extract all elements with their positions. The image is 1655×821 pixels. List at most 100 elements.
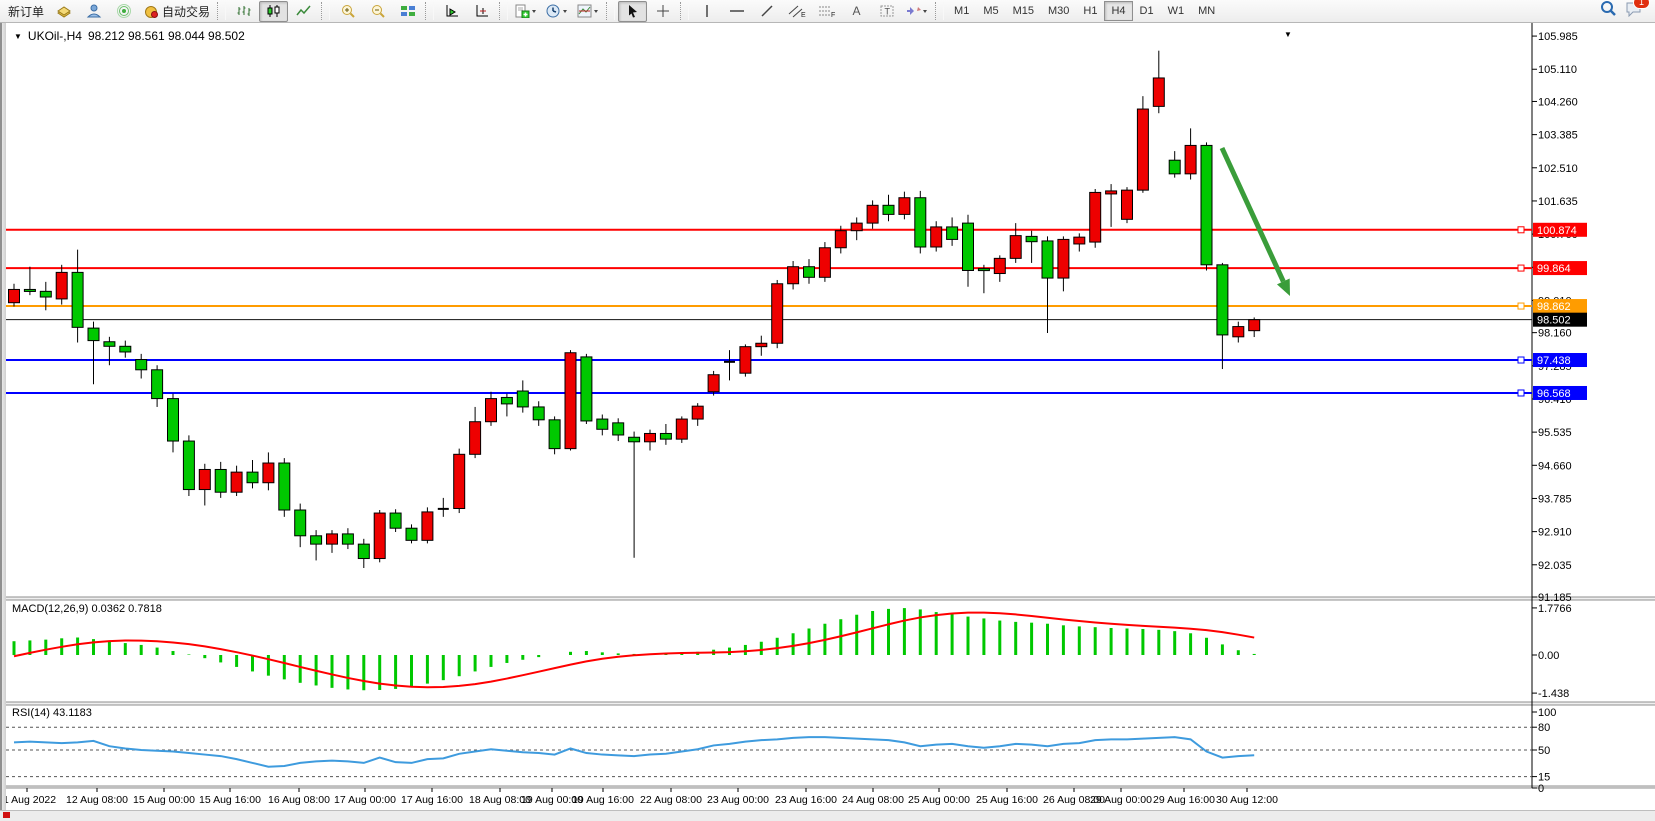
chevron-down-icon[interactable]: ▼ <box>14 31 22 41</box>
timeframe-M1[interactable]: M1 <box>954 5 970 17</box>
line-chart-icon <box>295 4 312 18</box>
toolbar-separator <box>935 2 945 20</box>
candle <box>23 288 36 292</box>
price-tick: 105.110 <box>1538 64 1577 76</box>
fibonacci-icon: F <box>818 4 836 18</box>
vertical-line-icon <box>701 4 713 18</box>
horizontal-line-button[interactable] <box>722 1 751 22</box>
candle <box>1105 190 1118 195</box>
bottom-scroll-strip[interactable] <box>0 810 1655 821</box>
date-tick-label: 30 Aug 12:00 <box>1216 794 1278 806</box>
hline-price-label: 96.568 <box>1537 388 1571 400</box>
equidistant-channel-icon: E <box>788 4 806 18</box>
profile-button[interactable] <box>79 1 108 22</box>
new-chart-icon <box>515 4 537 18</box>
zoom-in-button[interactable] <box>333 1 362 22</box>
candle <box>882 204 895 215</box>
vertical-line-button[interactable] <box>692 1 721 22</box>
candle <box>580 356 593 422</box>
timeframe-H4[interactable]: H4 <box>1104 1 1133 21</box>
timeframe-group: M1 M5 M15 M30 H1 H4 D1 W1 MN <box>947 1 1222 21</box>
timeframe-H1[interactable]: H1 <box>1083 5 1098 17</box>
macd-axis-label: 1.7766 <box>1538 603 1572 615</box>
timeframe-M5[interactable]: M5 <box>983 5 999 17</box>
candle <box>1009 235 1022 259</box>
candle <box>659 432 672 440</box>
toolbar-separator <box>217 2 227 20</box>
arrows-button[interactable] <box>902 1 932 22</box>
equidistant-channel-button[interactable]: E <box>782 1 811 22</box>
candle <box>644 432 656 443</box>
market-watch-button[interactable] <box>49 1 78 22</box>
text-button[interactable]: A <box>842 1 871 22</box>
search-icon[interactable] <box>1600 0 1617 22</box>
chart-window[interactable]: 105.985 105.110 104.260 103.385 102.510 101.6… <box>0 23 1655 810</box>
candle <box>628 436 641 443</box>
auto-scroll-button[interactable] <box>437 1 466 22</box>
profiles-button[interactable] <box>542 1 572 22</box>
candle <box>914 197 927 248</box>
date-tick-label: 29 Aug 00:00 <box>1090 794 1152 806</box>
candle <box>246 471 259 484</box>
candle <box>818 247 831 278</box>
timeframe-D1[interactable]: D1 <box>1139 5 1154 17</box>
candle <box>564 352 577 450</box>
new-chart-button[interactable] <box>511 1 541 22</box>
new-order-button[interactable]: 新订单 <box>8 4 45 19</box>
candle <box>977 268 990 272</box>
price-tick: 94.660 <box>1538 460 1572 472</box>
chart-shift-button[interactable] <box>467 1 496 22</box>
arrows-icon <box>906 4 928 18</box>
timeframe-M15[interactable]: M15 <box>1012 5 1034 17</box>
fibonacci-button[interactable]: F <box>812 1 841 22</box>
scroll-position-mark <box>3 812 10 818</box>
chart-properties-icon <box>577 4 599 18</box>
candle <box>1232 326 1245 338</box>
date-tick-label: 11 Aug 2022 <box>0 794 56 806</box>
rsi-indicator-label: RSI(14) 43.1183 <box>12 707 92 719</box>
bar-chart-button[interactable] <box>229 1 258 22</box>
hline-price-label: 100.874 <box>1537 225 1577 237</box>
timeframe-MN[interactable]: MN <box>1198 5 1216 17</box>
candle <box>262 462 275 484</box>
svg-text:F: F <box>831 12 835 18</box>
candle <box>1041 240 1054 279</box>
price-tick: 103.385 <box>1538 130 1578 142</box>
notifications-button[interactable]: 1 <box>1625 0 1650 22</box>
line-chart-button[interactable] <box>289 1 318 22</box>
text-label-button[interactable]: T <box>872 1 901 22</box>
signal-button[interactable] <box>109 1 138 22</box>
candle <box>421 511 434 541</box>
date-tick-label: 25 Aug 00:00 <box>908 794 970 806</box>
crosshair-button[interactable] <box>648 1 677 22</box>
date-tick-label: 24 Aug 08:00 <box>842 794 904 806</box>
timeframe-W1[interactable]: W1 <box>1167 5 1185 17</box>
candle <box>850 222 863 232</box>
candle <box>135 359 148 371</box>
candle <box>71 271 84 328</box>
cursor-icon <box>627 4 639 18</box>
tile-windows-button[interactable] <box>393 1 422 22</box>
chart-canvas[interactable]: 105.985 105.110 104.260 103.385 102.510 101.6… <box>0 23 1655 810</box>
candle-chart-button[interactable] <box>259 0 289 22</box>
cursor-button[interactable] <box>618 0 648 22</box>
candle <box>596 418 609 430</box>
candle <box>182 440 195 491</box>
rsi-axis-label: 50 <box>1538 745 1550 757</box>
indicators-button[interactable] <box>573 1 603 22</box>
zoom-out-button[interactable] <box>363 1 392 22</box>
svg-text:T: T <box>884 7 890 17</box>
rsi-axis-label: 15 <box>1538 772 1550 784</box>
auto-trading-button[interactable]: 自动交易 <box>139 1 214 22</box>
trendline-button[interactable] <box>752 1 781 22</box>
trend-arrow[interactable] <box>1219 146 1286 283</box>
candle <box>405 527 418 541</box>
candle <box>898 197 911 215</box>
candle <box>532 406 545 421</box>
candle <box>119 345 132 353</box>
profile-icon <box>86 4 102 18</box>
candle-chart-icon <box>266 4 282 18</box>
toolbar-separator <box>606 2 616 20</box>
crosshair-icon <box>656 4 670 18</box>
timeframe-M30[interactable]: M30 <box>1048 5 1070 17</box>
